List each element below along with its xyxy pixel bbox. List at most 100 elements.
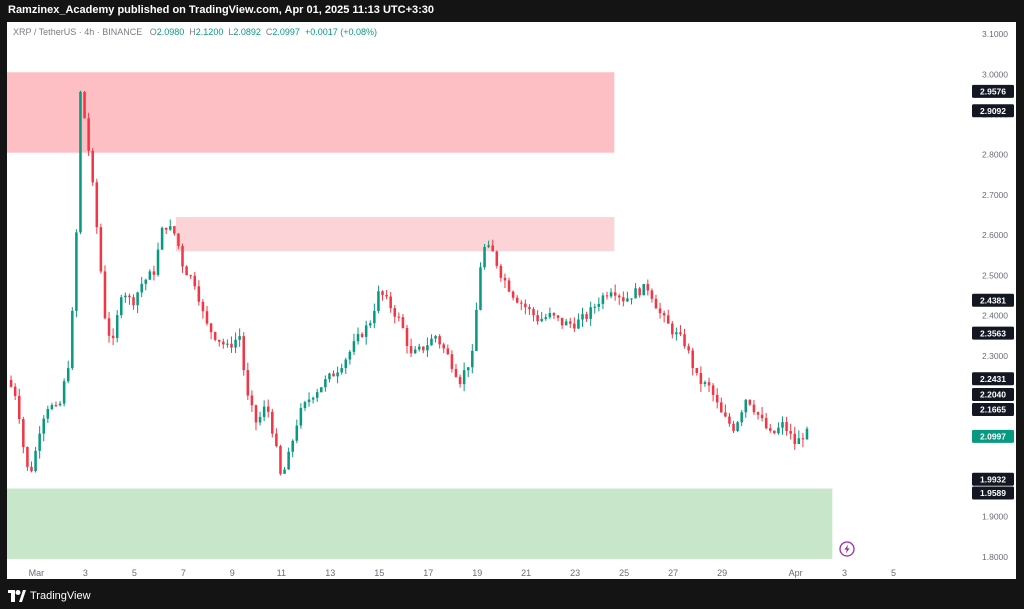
- price-level-label-bg[interactable]: [972, 326, 1014, 340]
- price-level-label[interactable]: 2.4381: [980, 295, 1006, 305]
- candle-down: [524, 303, 527, 308]
- price-level-label-bg[interactable]: [972, 372, 1014, 386]
- price-level-label[interactable]: 2.1665: [980, 405, 1006, 415]
- candle-up: [148, 271, 152, 280]
- publisher-line: Ramzinex_Academy published on TradingVie…: [8, 4, 435, 16]
- candle-down: [185, 266, 188, 276]
- last-price-label[interactable]: 2.0997: [980, 432, 1006, 442]
- candle-down: [458, 376, 462, 385]
- candle-up: [356, 333, 360, 342]
- price-level-label-bg[interactable]: [972, 472, 1014, 486]
- price-level-label-bg[interactable]: [972, 486, 1014, 500]
- time-tick-label: 25: [619, 568, 629, 578]
- candle-down: [556, 315, 560, 318]
- candle-down: [152, 271, 156, 275]
- last-price-label-bg[interactable]: [972, 429, 1014, 443]
- symbol-name[interactable]: XRP / TetherUS · 4h · BINANCE: [13, 27, 143, 37]
- candle-down: [699, 373, 703, 384]
- candle-down: [438, 336, 441, 345]
- candle-down: [128, 295, 131, 298]
- price-level-label-bg[interactable]: [972, 403, 1014, 417]
- price-level-label[interactable]: 2.9092: [980, 106, 1006, 116]
- demand-zone[interactable]: [7, 488, 833, 559]
- candle-down: [503, 277, 507, 281]
- candle-down: [560, 317, 564, 326]
- candle-down: [17, 395, 21, 420]
- open-key: O: [149, 27, 157, 37]
- candle-down: [446, 348, 450, 355]
- candle-down: [613, 292, 617, 296]
- candle-down: [9, 379, 13, 387]
- candle-up: [291, 440, 294, 452]
- candle-down: [83, 91, 86, 119]
- candle-down: [409, 346, 413, 354]
- candle-down: [26, 447, 29, 467]
- lightning-icon[interactable]: [839, 541, 855, 557]
- chart-area[interactable]: 1.80001.90002.00002.10002.20002.30002.40…: [7, 22, 1016, 579]
- price-chart[interactable]: 1.80001.90002.00002.10002.20002.30002.40…: [7, 22, 1016, 579]
- candle-down: [397, 316, 401, 318]
- close-value: 2.0997: [272, 27, 300, 37]
- candle-down: [22, 419, 25, 448]
- candle-up: [373, 310, 376, 324]
- candle-up: [262, 406, 266, 417]
- candle-up: [66, 368, 70, 382]
- candle-down: [569, 321, 572, 324]
- candle-down: [671, 323, 674, 335]
- candle-down: [756, 412, 760, 415]
- time-tick-label: 5: [132, 568, 137, 578]
- candle-down: [724, 412, 727, 417]
- candle-down: [385, 294, 388, 297]
- brand-name: TradingView: [30, 590, 91, 602]
- price-level-label-bg[interactable]: [972, 84, 1014, 98]
- candle-up: [540, 318, 543, 322]
- close-key: C: [265, 27, 273, 37]
- supply-zone-mid[interactable]: [175, 217, 615, 252]
- candle-up: [336, 372, 339, 377]
- candle-down: [87, 118, 90, 151]
- candle-down: [532, 309, 535, 316]
- candle-down: [495, 251, 499, 266]
- candle-up: [62, 381, 66, 404]
- candle-up: [564, 321, 568, 326]
- tradingview-brand[interactable]: TradingView: [8, 588, 91, 604]
- price-level-label[interactable]: 1.9932: [980, 474, 1006, 484]
- candle-down: [605, 295, 609, 297]
- candle-down: [773, 430, 776, 434]
- price-level-label-bg[interactable]: [972, 387, 1014, 401]
- candle-down: [450, 354, 454, 369]
- time-tick-label: 23: [570, 568, 580, 578]
- candle-down: [381, 291, 384, 295]
- candle-up: [307, 399, 311, 403]
- candle-up: [434, 336, 437, 339]
- candle-up: [548, 313, 552, 318]
- price-level-label-bg[interactable]: [972, 293, 1014, 307]
- price-level-label[interactable]: 2.2040: [980, 390, 1006, 400]
- price-level-label-bg[interactable]: [972, 104, 1014, 118]
- price-level-label[interactable]: 2.2431: [980, 374, 1006, 384]
- candle-down: [507, 280, 511, 292]
- time-tick-label: 13: [325, 568, 335, 578]
- supply-zone-upper[interactable]: [7, 72, 615, 153]
- candle-down: [679, 332, 682, 335]
- candle-down: [95, 182, 99, 228]
- candle-up: [430, 338, 433, 346]
- candle-down: [666, 315, 670, 324]
- candle-up: [483, 246, 486, 268]
- candle-down: [189, 275, 192, 277]
- candle-up: [630, 298, 633, 300]
- candle-up: [320, 387, 323, 393]
- candle-down: [687, 346, 690, 351]
- price-level-label[interactable]: 2.3563: [980, 328, 1006, 338]
- candle-down: [748, 399, 752, 405]
- price-level-label[interactable]: 1.9589: [980, 488, 1006, 498]
- price-level-label[interactable]: 2.9576: [980, 87, 1006, 97]
- candle-down: [193, 275, 197, 287]
- candle-up: [42, 418, 45, 434]
- time-tick-label: 21: [521, 568, 531, 578]
- candle-up: [581, 314, 584, 320]
- candle-down: [222, 341, 225, 345]
- candle-up: [744, 399, 748, 413]
- candle-down: [279, 446, 282, 474]
- candle-down: [573, 323, 576, 329]
